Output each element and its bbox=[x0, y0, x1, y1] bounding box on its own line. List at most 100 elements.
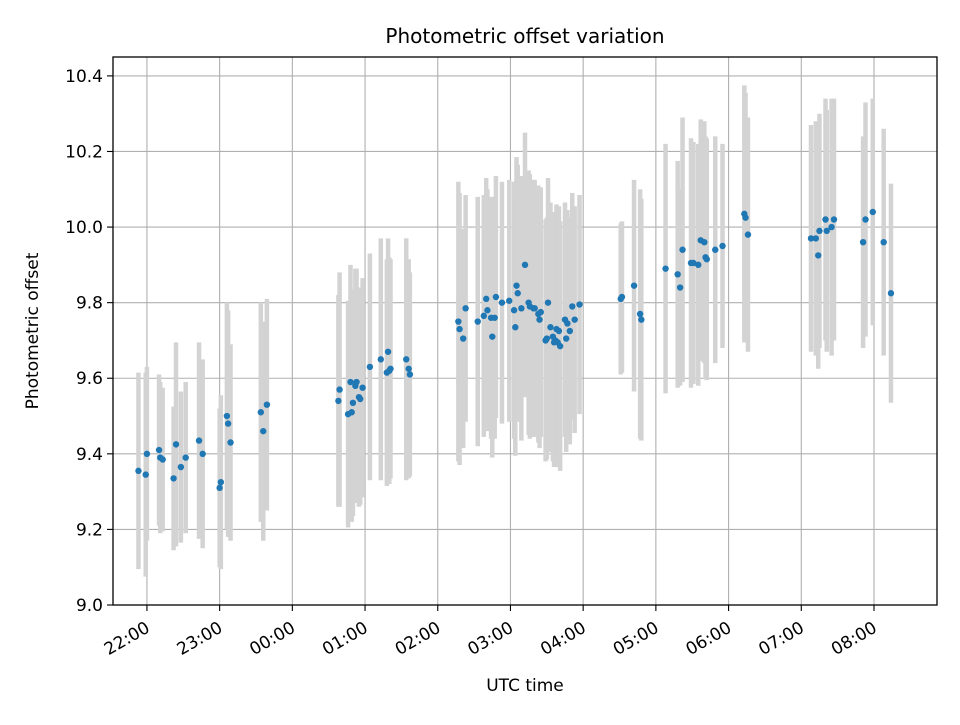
data-point bbox=[742, 214, 749, 221]
data-point bbox=[816, 227, 823, 235]
data-point bbox=[690, 259, 697, 267]
data-point bbox=[576, 301, 583, 308]
data-point bbox=[815, 252, 822, 259]
data-point bbox=[823, 227, 830, 235]
data-point bbox=[159, 456, 166, 463]
data-point bbox=[638, 316, 645, 323]
data-point bbox=[257, 409, 265, 416]
data-point bbox=[506, 297, 513, 304]
data-point bbox=[556, 342, 564, 350]
data-point bbox=[712, 246, 719, 253]
data-point bbox=[543, 335, 551, 342]
data-point bbox=[513, 282, 520, 289]
data-point bbox=[531, 305, 538, 312]
data-point bbox=[195, 437, 203, 444]
data-point bbox=[135, 467, 142, 475]
data-point bbox=[182, 454, 189, 461]
data-point bbox=[223, 412, 231, 420]
plot-area-frame bbox=[112, 56, 938, 606]
data-point bbox=[518, 305, 525, 312]
x-axis-label: UTC time bbox=[486, 676, 564, 696]
data-point bbox=[719, 242, 726, 250]
data-point bbox=[403, 356, 410, 363]
y-tick-label: 9.6 bbox=[76, 369, 103, 389]
data-point bbox=[498, 299, 506, 306]
data-point bbox=[544, 299, 552, 306]
data-point bbox=[862, 216, 869, 223]
chart-title: Photometric offset variation bbox=[385, 24, 664, 48]
data-point bbox=[357, 395, 364, 403]
data-point bbox=[353, 378, 360, 386]
data-point bbox=[263, 401, 271, 408]
data-point bbox=[512, 324, 519, 331]
data-point bbox=[703, 255, 710, 263]
data-point bbox=[227, 439, 234, 446]
data-point bbox=[679, 246, 686, 253]
data-point bbox=[630, 282, 638, 289]
data-point bbox=[514, 290, 521, 297]
data-point bbox=[812, 235, 820, 242]
data-point bbox=[456, 325, 463, 333]
data-point bbox=[636, 310, 644, 318]
data-point bbox=[217, 478, 225, 486]
data-point bbox=[260, 427, 267, 435]
data-point bbox=[662, 265, 669, 272]
data-point bbox=[335, 397, 342, 405]
data-point bbox=[571, 316, 578, 323]
data-point bbox=[406, 371, 414, 378]
y-tick-label: 9.0 bbox=[76, 596, 103, 616]
data-point bbox=[859, 238, 867, 246]
data-point bbox=[807, 235, 815, 242]
data-point bbox=[491, 314, 498, 321]
data-point bbox=[521, 261, 529, 269]
data-point bbox=[547, 324, 554, 331]
y-tick-label: 10.2 bbox=[65, 142, 103, 162]
data-point bbox=[199, 450, 206, 458]
data-point bbox=[564, 320, 571, 327]
data-point bbox=[359, 384, 366, 391]
data-point bbox=[347, 378, 354, 386]
data-point bbox=[676, 284, 684, 291]
data-point bbox=[569, 303, 576, 310]
data-point bbox=[566, 327, 574, 335]
y-tick-label: 10.0 bbox=[65, 218, 103, 238]
data-point bbox=[701, 238, 708, 246]
y-axis-ticks: 9.0 9.2 9.4 9.6 9.8 10.0 10.2 10.4 bbox=[65, 67, 113, 616]
data-point bbox=[377, 356, 384, 363]
data-point bbox=[216, 484, 223, 492]
data-point bbox=[744, 231, 752, 238]
data-point bbox=[172, 441, 180, 448]
data-point bbox=[155, 446, 163, 454]
data-point bbox=[536, 316, 543, 323]
data-point bbox=[887, 290, 895, 297]
data-point bbox=[674, 271, 681, 278]
data-point bbox=[484, 307, 491, 314]
data-point bbox=[563, 335, 570, 342]
data-point bbox=[349, 399, 357, 407]
data-point bbox=[142, 471, 149, 478]
y-tick-label: 9.8 bbox=[76, 294, 103, 314]
data-point bbox=[460, 335, 467, 342]
data-point bbox=[384, 348, 392, 355]
y-tick-label: 9.4 bbox=[76, 445, 103, 465]
data-point bbox=[510, 307, 518, 314]
data-point bbox=[405, 365, 412, 372]
data-point bbox=[387, 365, 394, 372]
data-point bbox=[177, 463, 185, 471]
data-point bbox=[492, 293, 500, 301]
data-point bbox=[462, 305, 469, 312]
data-point bbox=[489, 333, 496, 340]
data-point bbox=[366, 363, 374, 371]
data-point bbox=[143, 450, 151, 458]
data-point bbox=[869, 208, 876, 216]
data-point bbox=[537, 308, 544, 316]
data-point bbox=[555, 327, 563, 335]
data-point bbox=[474, 318, 481, 325]
data-point bbox=[483, 295, 490, 303]
data-point bbox=[455, 318, 462, 325]
y-tick-label: 9.2 bbox=[76, 520, 103, 540]
data-point bbox=[695, 261, 702, 269]
data-point bbox=[480, 312, 487, 320]
